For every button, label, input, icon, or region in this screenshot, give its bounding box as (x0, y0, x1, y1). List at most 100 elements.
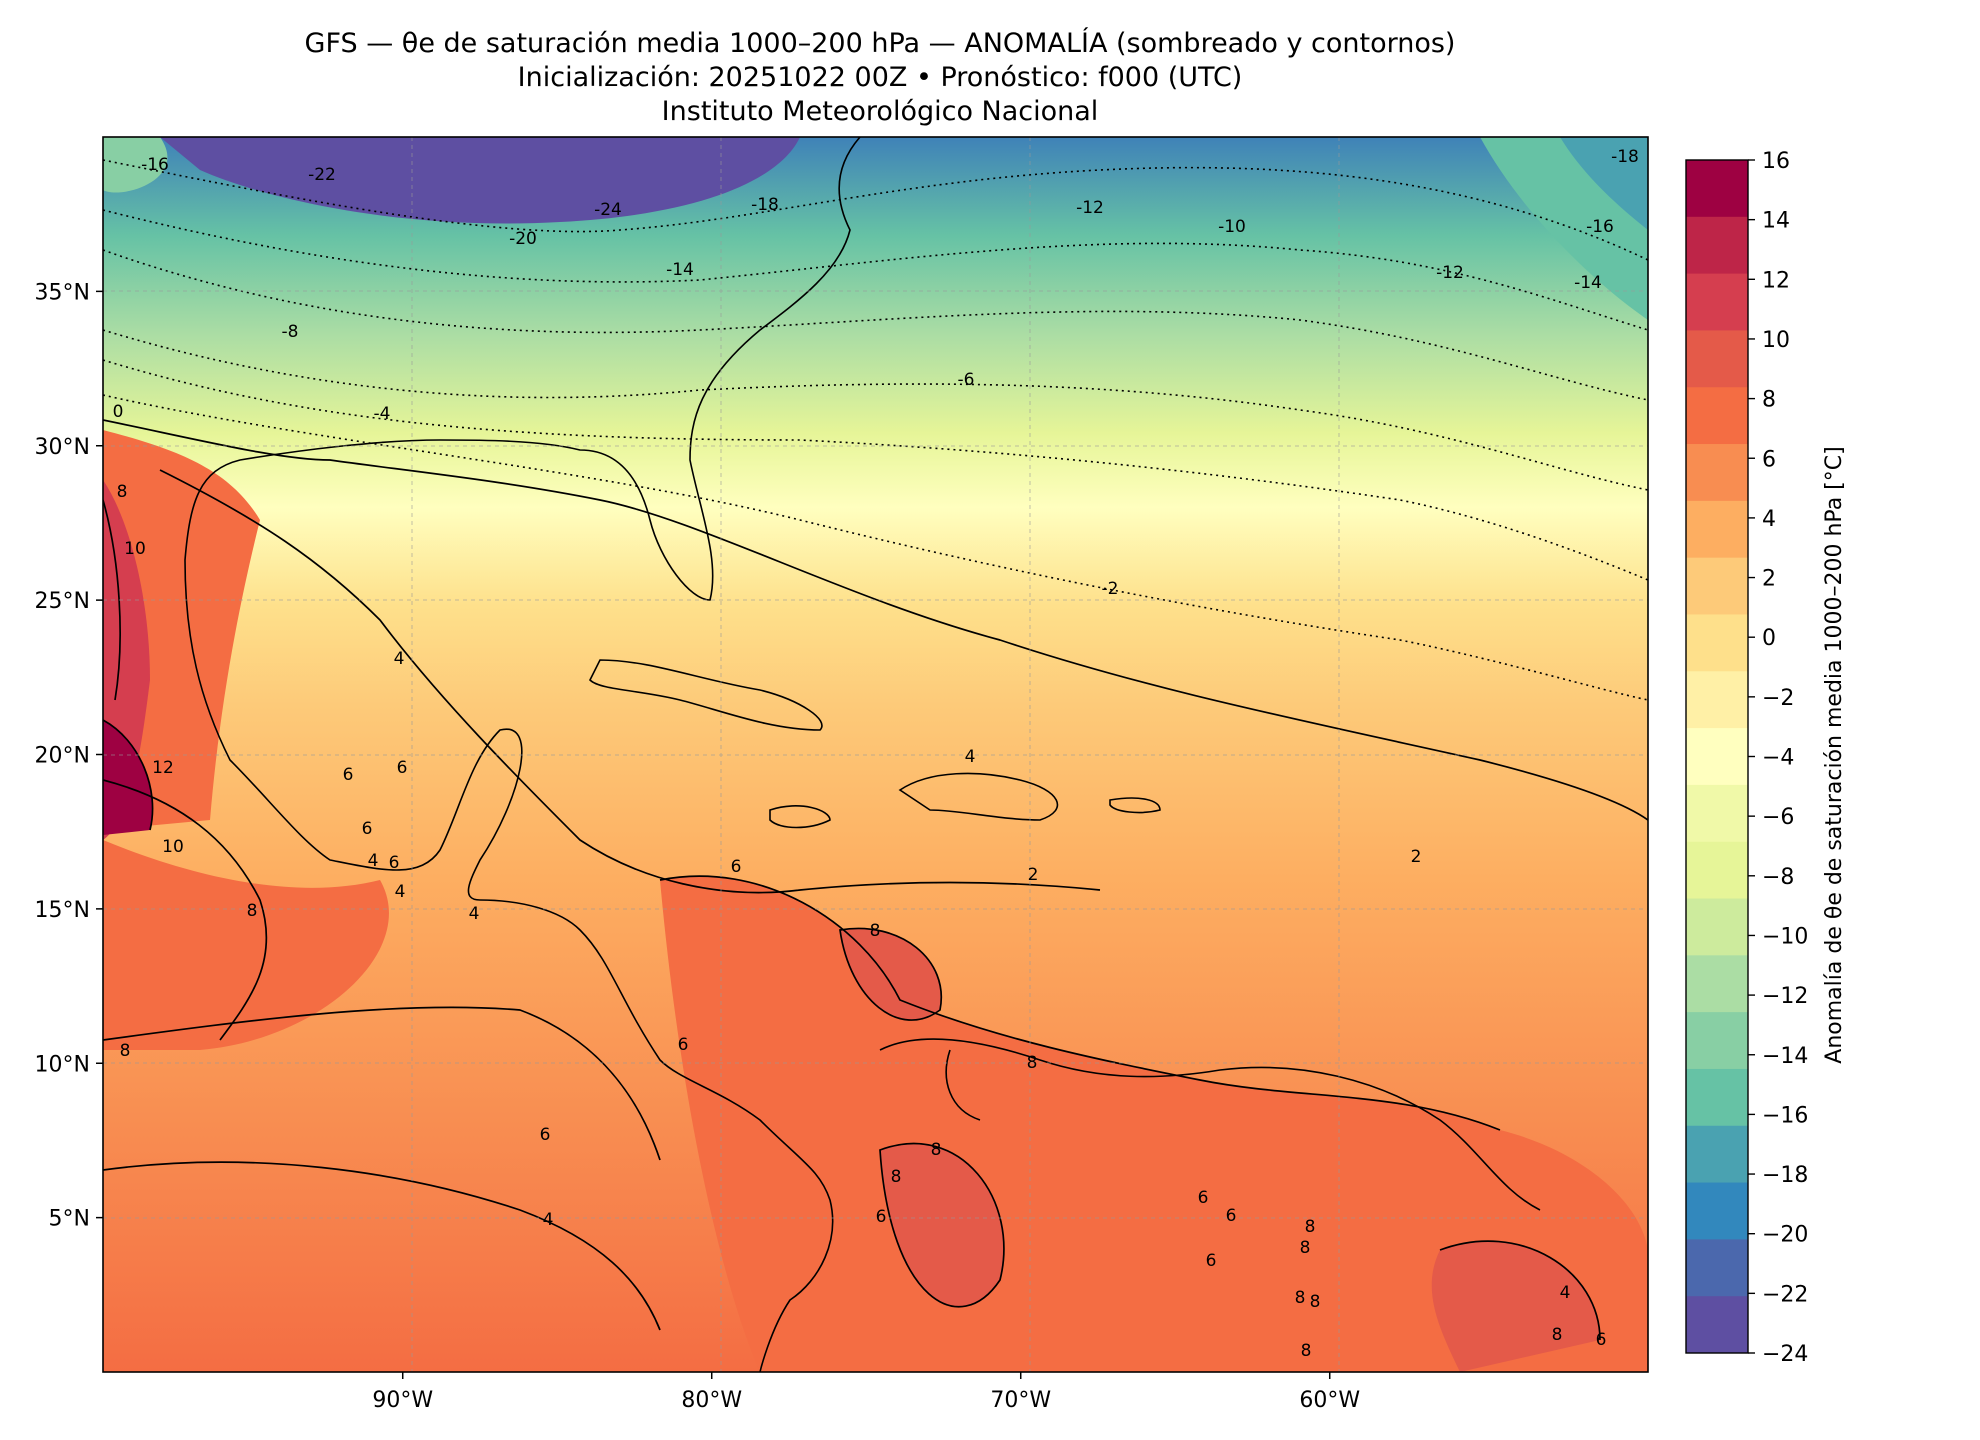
contour-label: 0 (113, 402, 124, 422)
map-panel: -16 -2 2 -24 -20 -18 -14 -12 -10 -18 -16 -12 -14 -8 -4… (103, 137, 1648, 1372)
colorbar-tick-label: −16 (1762, 1103, 1808, 1128)
negative-contours (103, 159, 1648, 701)
colorbar-tick-label: 4 (1762, 507, 1776, 532)
contour-label: -24 (594, 200, 622, 220)
colorbar-tick-label: −2 (1762, 686, 1794, 711)
colorbar-tick-label: 14 (1762, 209, 1790, 234)
warm-anomaly-pacific (103, 840, 389, 1050)
lat-tick-label: 10°N (35, 1052, 90, 1077)
colorbar-swatch (1686, 216, 1748, 275)
chart-title: GFS — θe de saturación media 1000–200 hP… (304, 28, 1456, 59)
colorbar-swatch (1686, 160, 1748, 218)
contour-label: -14 (1574, 273, 1602, 293)
contour-label: -8 (282, 322, 299, 342)
contour-label: -10 (1218, 217, 1246, 237)
contour-label: 2 (1028, 865, 1039, 885)
contour-label: -18 (1611, 147, 1639, 167)
colorbar-swatch (1686, 387, 1748, 445)
contour-label: -12 (1076, 198, 1104, 218)
contour-label: 8 (117, 482, 128, 502)
lat-tick-label: 30°N (35, 435, 90, 460)
contour-label: 6 (389, 853, 400, 873)
contour-label: 6 (1206, 1251, 1217, 1271)
contour-label: 6 (343, 765, 354, 785)
colorbar-tick-label: −24 (1762, 1342, 1808, 1367)
contour-label: 4 (394, 649, 405, 669)
colorbar-swatch (1686, 1239, 1748, 1297)
cold-anomaly-east-core (1560, 137, 1648, 230)
colorbar-swatch (1686, 557, 1748, 615)
contour-label: -20 (509, 229, 537, 249)
colorbar-label: Anomalía de θe de saturación media 1000–… (1822, 446, 1847, 1063)
cold-anomaly-core (160, 137, 800, 224)
contour-label: -12 (1436, 263, 1464, 283)
colorbar-tick-label: −12 (1762, 984, 1808, 1009)
contour-label: 6 (397, 758, 408, 778)
contour-label: 8 (891, 1167, 902, 1187)
colorbar-swatch (1686, 671, 1748, 729)
lon-tick-label: 60°W (1299, 1388, 1360, 1413)
contour-label: 4 (1560, 1283, 1571, 1303)
contour-label: 8 (1301, 1341, 1312, 1361)
contour-label: -4 (374, 404, 391, 424)
colorbar-swatch (1686, 898, 1748, 956)
institution-subtitle: Instituto Meteorológico Nacional (661, 96, 1099, 127)
contour-label: -18 (751, 195, 779, 215)
contour-label: 4 (395, 882, 406, 902)
warm-anomaly-cell-3 (1431, 1241, 1600, 1372)
colorbar-tick-label: 6 (1762, 447, 1776, 472)
init-forecast-subtitle: Inicialización: 20251022 00Z • Pronóstic… (517, 62, 1243, 93)
colorbar-swatch (1686, 1068, 1748, 1127)
lat-tick-label: 15°N (35, 898, 90, 923)
cold-anomaly-edge-west (103, 137, 168, 193)
contour-label: -16 (1586, 217, 1614, 237)
latitude-axis: 35°N 30°N 25°N 20°N 15°N 10°N 5°N (35, 280, 103, 1232)
coastlines (184, 137, 1541, 1372)
colorbar-tick-label: 8 (1762, 388, 1776, 413)
contour-label: 6 (678, 1035, 689, 1055)
graticule (103, 137, 1648, 1372)
colorbar-swatch (1686, 955, 1748, 1013)
lon-tick-label: 70°W (990, 1388, 1051, 1413)
contour-label: -14 (666, 260, 694, 280)
colorbar-tick-label: −14 (1762, 1044, 1808, 1069)
contour-label: -16 (141, 155, 169, 175)
contour-label: 8 (1300, 1238, 1311, 1258)
contour-label: 4 (469, 904, 480, 924)
contour-label: 8 (870, 921, 881, 941)
warm-anomaly-west-max (103, 720, 153, 835)
lat-tick-label: 25°N (35, 589, 90, 614)
longitude-axis: 90°W 80°W 70°W 60°W (372, 1372, 1360, 1413)
colorbar-tick-label: −22 (1762, 1282, 1808, 1307)
contour-label: 6 (1226, 1206, 1237, 1226)
contour-label: 8 (120, 1041, 131, 1061)
colorbar-tick-label: −8 (1762, 865, 1794, 890)
contour-label: -6 (958, 370, 975, 390)
colorbar-swatch (1686, 273, 1748, 331)
colorbar-tick-label: 2 (1762, 567, 1776, 592)
colorbar-tick-label: −20 (1762, 1223, 1808, 1248)
colorbar-swatch (1686, 1296, 1748, 1354)
contour-label: 2 (1411, 847, 1422, 867)
positive-contours (103, 419, 1648, 1341)
colorbar-swatch (1686, 784, 1748, 843)
colorbar-swatch (1686, 1012, 1748, 1070)
contour-label: 10 (124, 539, 146, 559)
colorbar-tick-label: −10 (1762, 924, 1808, 949)
contour-label: 4 (965, 747, 976, 767)
contour-label: 8 (1552, 1325, 1563, 1345)
lon-tick-label: 80°W (681, 1388, 742, 1413)
contour-label: 6 (1596, 1330, 1607, 1350)
colorbar-tick-label: −18 (1762, 1163, 1808, 1188)
contour-label: 12 (152, 758, 174, 778)
colorbar-swatch (1686, 1125, 1748, 1184)
contour-label: 8 (1310, 1292, 1321, 1312)
colorbar-tick-label: 16 (1762, 149, 1790, 174)
colorbar-tick-label: 0 (1762, 626, 1776, 651)
contour-label: 8 (1295, 1288, 1306, 1308)
colorbar-tick-label: −6 (1762, 805, 1794, 830)
contour-label: 6 (731, 857, 742, 877)
contour-label: -2 (1102, 579, 1119, 599)
contour-label: 6 (1198, 1188, 1209, 1208)
